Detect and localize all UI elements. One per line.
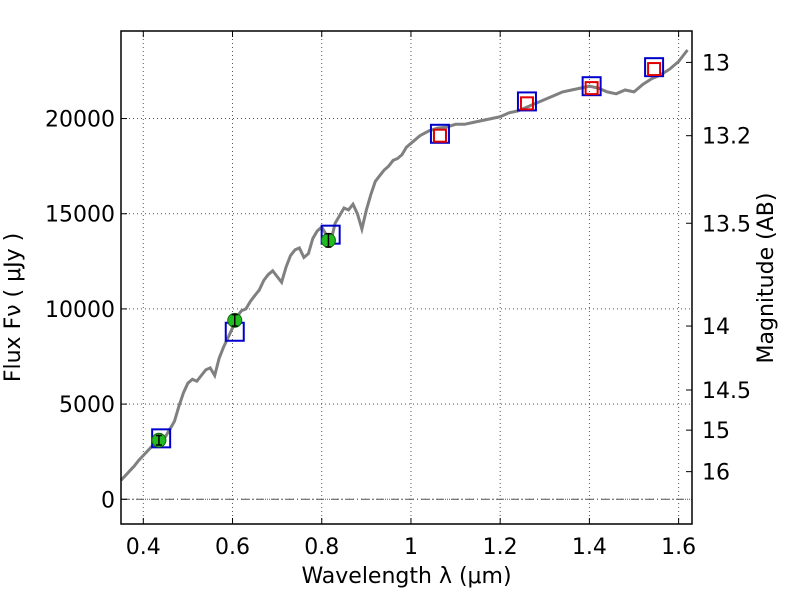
model-square-marker [581, 76, 602, 97]
y2-tick-label: 15 [702, 419, 730, 444]
upper-limit-square-marker [647, 62, 662, 77]
axis-ticks: 0.4 0.6 0.8 1 1.2 1.4 1.6 0 5000 10000 15000 20000 1… [45, 31, 751, 560]
y2-tick-label: 13.2 [702, 125, 751, 150]
x-tick-label: 0.8 [304, 535, 339, 560]
plot-frame [120, 30, 693, 525]
model-square-marker [516, 91, 537, 112]
y-axis-title: Flux Fν ( μJy ) [1, 233, 26, 382]
upper-limit-square-marker [519, 96, 534, 111]
y-tick-label: 15000 [45, 203, 115, 228]
data-marks [151, 57, 665, 449]
y2-tick-label: 16 [702, 461, 730, 486]
y2-tick-label: 13.5 [702, 212, 751, 237]
model-square-marker [644, 57, 665, 78]
y2-tick-label: 14.5 [702, 379, 751, 404]
y-tick-label: 5000 [59, 393, 115, 418]
x-axis-title: Wavelength λ (μm) [301, 564, 511, 589]
y-tick-label: 20000 [45, 108, 115, 133]
x-tick-label: 1.4 [572, 535, 607, 560]
x-tick-label: 1 [404, 535, 418, 560]
upper-limit-square-marker [584, 81, 599, 96]
x-tick-label: 1.2 [483, 535, 518, 560]
y2-tick-label: 14 [702, 315, 730, 340]
y2-tick-label: 13 [702, 51, 730, 76]
spectrum-line [119, 49, 689, 482]
y-tick-label: 10000 [45, 298, 115, 323]
upper-limit-square-marker [432, 128, 447, 143]
x-tick-label: 0.6 [215, 535, 250, 560]
x-tick-label: 0.4 [126, 535, 161, 560]
y-tick-label: 0 [101, 488, 115, 513]
x-tick-label: 1.6 [661, 535, 696, 560]
model-square-marker [429, 123, 450, 144]
y2-axis-title: Magnitude (AB) [754, 193, 779, 364]
